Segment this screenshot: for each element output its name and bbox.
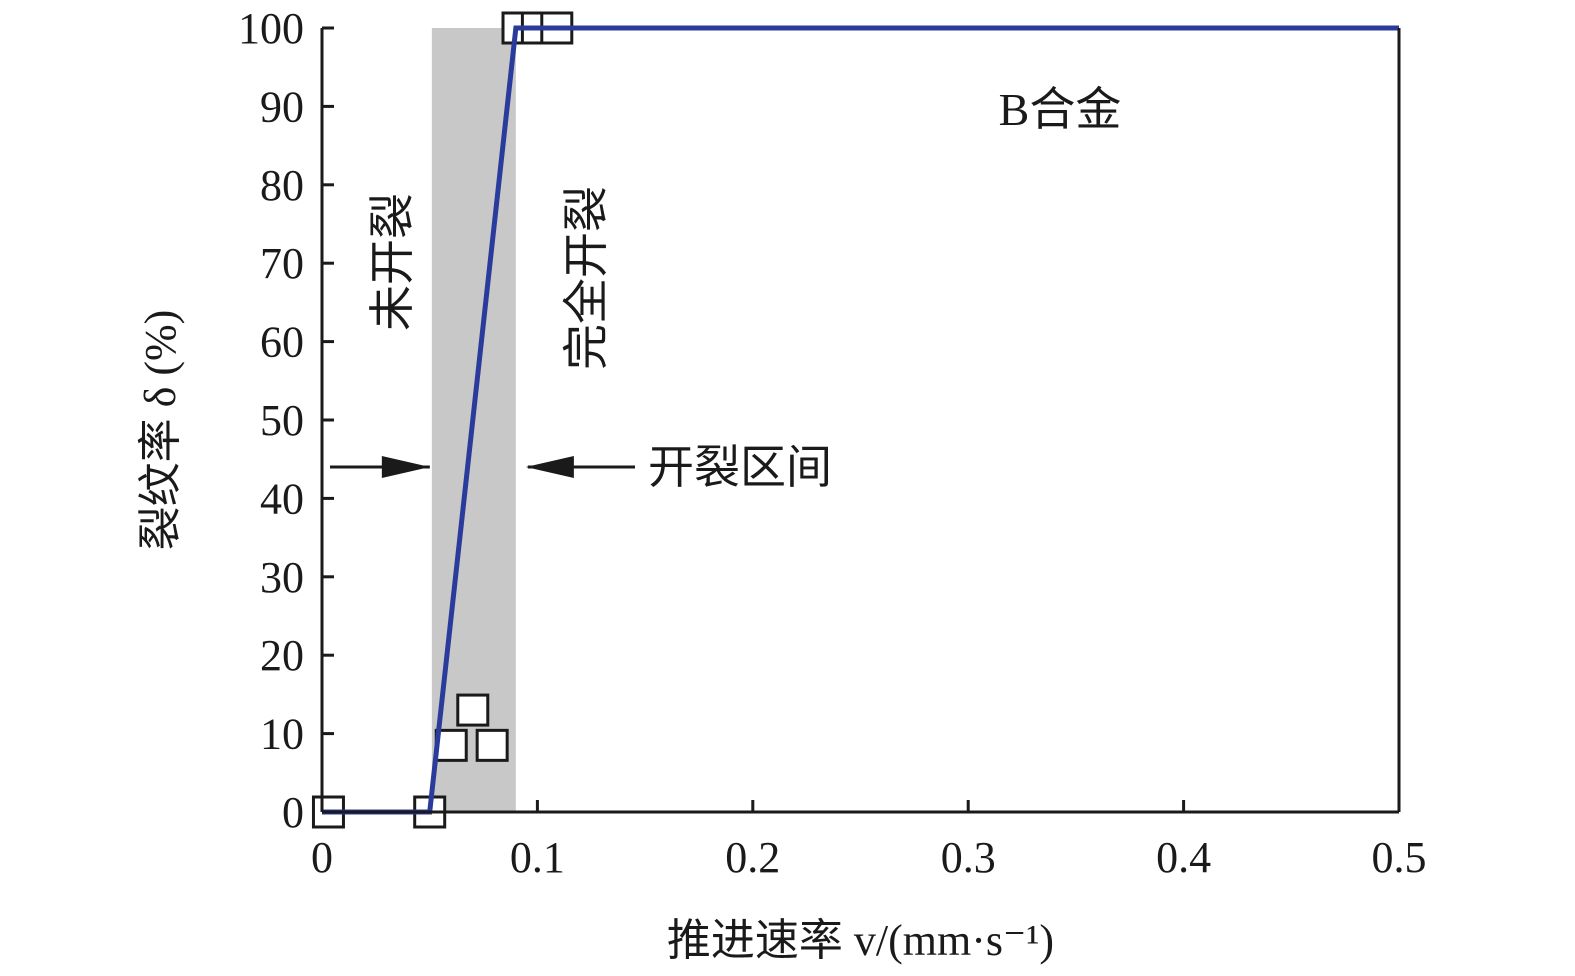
y-tick-label: 40 (260, 474, 304, 523)
data-point-square (434, 728, 468, 762)
data-point-square (456, 693, 490, 727)
x-tick-label: 0 (311, 833, 333, 882)
y-tick-label: 30 (260, 553, 304, 602)
x-tick-label: 0.4 (1156, 833, 1211, 882)
fully-cracked-label: 完全开裂 (561, 186, 612, 370)
data-point-square (475, 728, 509, 762)
y-tick-label: 10 (260, 710, 304, 759)
y-tick-label: 100 (238, 4, 304, 53)
x-tick-label: 0.2 (725, 833, 780, 882)
y-tick-label: 70 (260, 239, 304, 288)
x-tick-label: 0.5 (1372, 833, 1427, 882)
y-tick-label: 60 (260, 318, 304, 367)
y-tick-label: 90 (260, 82, 304, 131)
y-axis-label: 裂纹率 δ (%) (136, 310, 185, 551)
y-tick-label: 50 (260, 396, 304, 445)
left-arrow-head (381, 456, 430, 479)
x-tick-label: 0.1 (510, 833, 565, 882)
right-arrow-head (525, 456, 574, 479)
x-tick-label: 0.3 (941, 833, 996, 882)
cracking-interval-label: 开裂区间 (648, 442, 832, 493)
alloy-label: B合金 (999, 84, 1122, 135)
y-tick-label: 0 (282, 788, 304, 837)
uncracked-label: 未开裂 (367, 193, 418, 331)
y-tick-label: 80 (260, 161, 304, 210)
x-axis-label: 推进速率 v/(mm·s⁻¹) (667, 916, 1054, 965)
y-tick-label: 20 (260, 631, 304, 680)
